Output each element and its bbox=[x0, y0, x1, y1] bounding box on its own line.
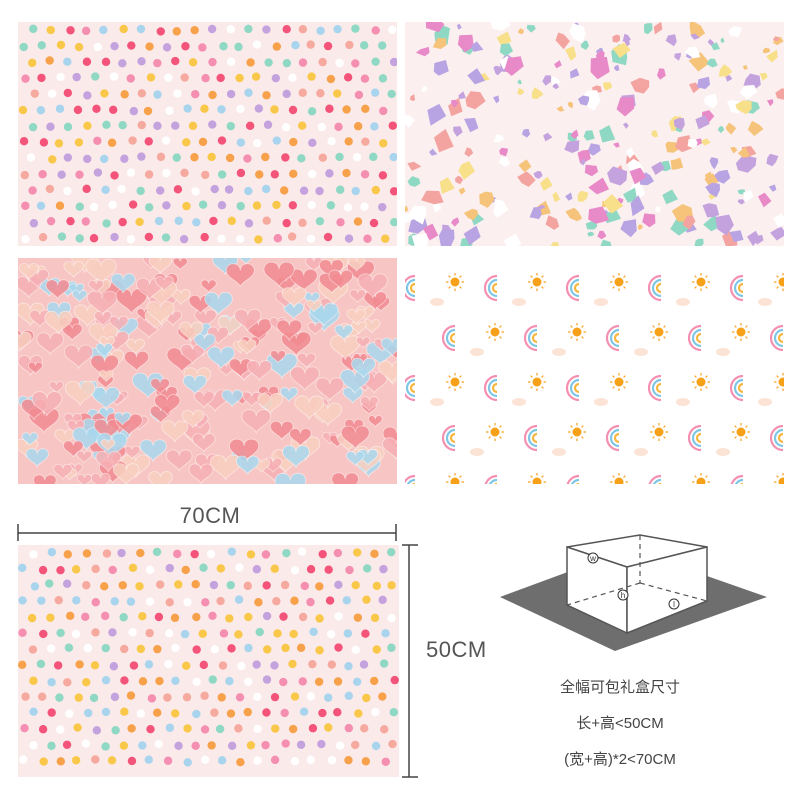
sw2-pattern bbox=[405, 22, 784, 246]
preview-swatch bbox=[18, 545, 399, 777]
w-marker bbox=[587, 552, 599, 564]
l-marker-label: l bbox=[673, 600, 675, 609]
width-label: 70CM bbox=[179, 503, 241, 528]
sw5-pattern bbox=[18, 545, 399, 777]
sw3-pattern bbox=[18, 258, 397, 484]
w-marker-label: w bbox=[589, 554, 596, 563]
info-rule-width-height: (宽+高)*2<70CM bbox=[564, 751, 676, 768]
rainbow-swatch bbox=[405, 258, 784, 484]
info-title: 全幅可包礼盒尺寸 bbox=[559, 679, 680, 696]
hearts-swatch bbox=[18, 258, 397, 484]
sw4-pattern bbox=[405, 258, 784, 484]
polka-dot-swatch bbox=[18, 22, 397, 246]
h-marker-label: h bbox=[621, 591, 625, 600]
h-marker bbox=[617, 589, 629, 601]
sw1-pattern bbox=[18, 22, 397, 246]
hidden-edges bbox=[566, 535, 708, 606]
info-rule-length-height: 长+高<50CM bbox=[576, 715, 664, 732]
l-marker bbox=[668, 598, 680, 610]
height-label: 50CM bbox=[426, 637, 487, 662]
confetti-swatch bbox=[405, 22, 784, 246]
gift-box-diagram: w h l bbox=[500, 534, 767, 651]
